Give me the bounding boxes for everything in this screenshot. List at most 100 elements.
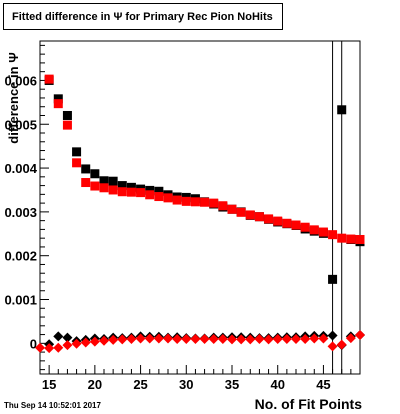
data-point-diamond: [327, 330, 338, 341]
x-tick-label: 45: [316, 377, 330, 392]
data-point-square: [254, 212, 264, 222]
plot-frame: [39, 40, 361, 375]
data-point-diamond: [153, 333, 164, 344]
data-point-square: [190, 197, 200, 207]
data-point-square: [99, 176, 109, 186]
data-point-square: [355, 234, 365, 244]
x-tick-label: 15: [42, 377, 56, 392]
data-point-diamond: [117, 334, 128, 345]
data-point-diamond: [44, 343, 55, 354]
data-point-diamond: [62, 340, 73, 351]
data-point-diamond: [245, 334, 256, 345]
data-point-diamond: [181, 333, 192, 344]
data-point-square: [154, 192, 164, 202]
data-point-square: [181, 196, 191, 206]
data-point-diamond: [227, 334, 237, 345]
data-point-diamond: [71, 338, 82, 349]
data-point-square: [62, 110, 72, 120]
x-tick-label: 20: [88, 377, 102, 392]
data-point-square: [337, 233, 347, 243]
data-point-square: [328, 274, 338, 284]
data-point-square: [81, 178, 91, 188]
data-point-diamond: [53, 342, 64, 353]
y-tick-label: 0.006: [4, 73, 37, 88]
data-point-diamond: [163, 333, 173, 344]
y-tick-label: 0: [30, 336, 37, 351]
data-point-square: [62, 120, 72, 130]
y-tick-label: 0.004: [4, 161, 37, 176]
data-point-diamond: [108, 334, 119, 345]
data-point-diamond: [236, 334, 247, 345]
x-tick-label: 30: [179, 377, 193, 392]
chart-title: Fitted difference in Ψ for Primary Rec P…: [12, 11, 273, 23]
data-point-square: [309, 225, 319, 235]
y-tick-label: 0.002: [4, 249, 37, 264]
data-point-square: [346, 234, 356, 244]
y-axis-label: difference in Ψ: [6, 52, 21, 144]
data-point-square: [117, 181, 127, 191]
data-point-square: [99, 183, 109, 193]
data-point-square: [337, 105, 347, 115]
data-point-diamond: [336, 339, 347, 350]
data-point-square: [90, 169, 100, 179]
data-point-square: [218, 201, 228, 211]
data-point-square: [163, 193, 173, 203]
data-point-diamond: [217, 333, 228, 344]
data-point-square: [282, 218, 292, 228]
data-point-square: [90, 181, 100, 191]
data-point-diamond: [80, 337, 91, 348]
data-point-square: [318, 227, 328, 237]
data-point-square: [136, 188, 146, 198]
data-point-diamond: [318, 333, 329, 344]
data-point-square: [53, 99, 63, 109]
data-point-square: [236, 207, 246, 217]
x-axis-label: No. of Fit Points: [254, 396, 362, 412]
x-tick-label: 40: [270, 377, 284, 392]
data-point-square: [108, 185, 118, 195]
data-point-diamond: [172, 333, 183, 344]
data-point-diamond: [89, 336, 100, 347]
data-point-diamond: [345, 333, 356, 344]
data-point-square: [117, 187, 127, 197]
data-point-diamond: [135, 333, 146, 344]
y-tick-label: 0.003: [4, 205, 37, 220]
data-point-square: [145, 190, 155, 200]
data-point-diamond: [144, 333, 155, 344]
data-point-diamond: [291, 333, 301, 344]
data-point-diamond: [190, 333, 201, 344]
data-point-diamond: [99, 335, 109, 346]
title-box: Fitted difference in Ψ for Primary Rec P…: [3, 3, 283, 30]
data-point-square: [300, 222, 310, 232]
data-point-square: [126, 182, 136, 192]
data-point-square: [264, 214, 274, 224]
data-point-diamond: [208, 333, 219, 344]
data-point-square: [154, 186, 164, 196]
data-point-square: [273, 216, 283, 226]
data-point-square: [209, 198, 219, 208]
data-point-square: [172, 195, 182, 205]
data-point-square: [291, 220, 301, 230]
data-point-square: [227, 204, 237, 214]
data-point-diamond: [62, 332, 73, 343]
y-tick-label: 0.001: [4, 293, 37, 308]
x-tick-label: 35: [225, 377, 239, 392]
data-point-square: [126, 187, 136, 197]
data-point-diamond: [126, 333, 137, 344]
data-point-diamond: [263, 334, 274, 345]
data-point-square: [328, 230, 338, 240]
data-point-diamond: [309, 333, 320, 344]
data-point-diamond: [199, 333, 210, 344]
data-point-diamond: [300, 333, 311, 344]
data-point-square: [44, 74, 54, 84]
data-point-square: [108, 176, 118, 186]
data-point-square: [53, 94, 63, 104]
x-tick-label: 25: [133, 377, 147, 392]
data-point-diamond: [272, 333, 283, 344]
data-point-square: [200, 197, 210, 207]
data-point-square: [245, 210, 255, 220]
data-point-square: [72, 158, 82, 168]
data-point-diamond: [281, 333, 292, 344]
y-tick-label: 0.005: [4, 117, 37, 132]
data-point-square: [81, 164, 91, 174]
